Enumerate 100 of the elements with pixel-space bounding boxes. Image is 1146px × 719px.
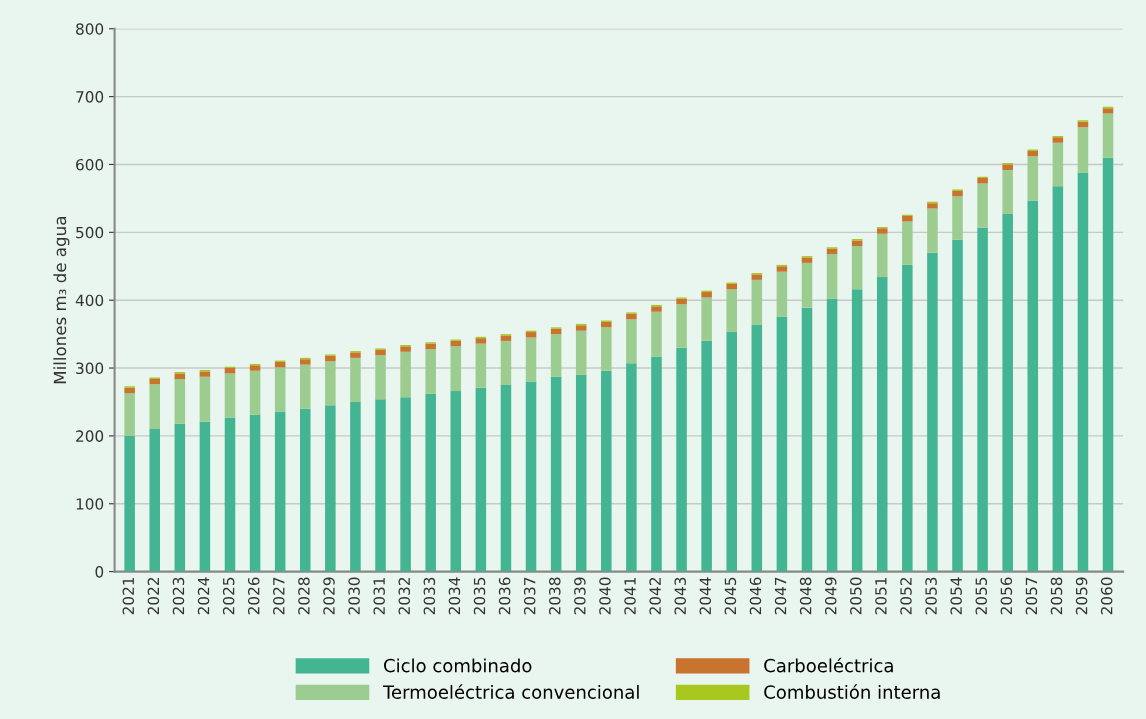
x-tick-label: 2053 <box>925 577 937 615</box>
bar <box>199 376 211 422</box>
x-tick-label: 2060 <box>1100 577 1113 615</box>
x-tick-label: 2051 <box>875 577 887 615</box>
bar <box>1002 169 1013 215</box>
bar <box>1077 127 1089 173</box>
bar <box>199 421 211 572</box>
x-tick-label: 2039 <box>574 577 586 615</box>
bar <box>124 435 135 572</box>
bar <box>1002 164 1013 170</box>
bar <box>1027 200 1039 572</box>
bar <box>676 298 687 305</box>
bar <box>977 227 988 572</box>
bar <box>350 357 361 402</box>
bar <box>927 252 938 572</box>
x-tick-label: 2023 <box>172 577 185 615</box>
bar <box>575 325 587 331</box>
bar <box>977 178 988 184</box>
x-tick-label: 2042 <box>649 578 661 615</box>
x-tick-label: 2032 <box>398 578 411 615</box>
bar <box>776 266 788 272</box>
y-tick-label: 600 <box>76 158 104 171</box>
bar <box>601 321 612 328</box>
bar <box>977 183 988 228</box>
bar <box>500 340 512 385</box>
bar <box>525 381 537 572</box>
bar <box>375 355 386 400</box>
x-tick-label: 2055 <box>975 577 988 615</box>
bar <box>626 319 637 364</box>
bar <box>400 397 411 572</box>
bar <box>851 240 863 246</box>
bar <box>801 262 813 308</box>
bar <box>174 423 186 572</box>
bar <box>601 327 612 371</box>
bar <box>350 352 361 358</box>
bar <box>1002 214 1013 572</box>
bar <box>249 365 261 371</box>
bar <box>325 405 336 572</box>
x-tick-label: 2057 <box>1025 577 1038 615</box>
bar <box>876 233 888 278</box>
y-axis-title: Millones m₃ de agua <box>53 217 70 384</box>
x-tick-label: 2050 <box>850 577 862 615</box>
bar <box>500 335 512 341</box>
bar <box>274 367 286 412</box>
bar <box>325 355 336 362</box>
x-tick-label: 2030 <box>348 577 360 615</box>
y-tick-label: 400 <box>75 294 104 307</box>
x-tick-label: 2021 <box>122 577 135 615</box>
bar <box>801 257 813 263</box>
bar <box>851 289 863 572</box>
bar <box>274 411 286 572</box>
x-tick-label: 2025 <box>222 577 235 615</box>
bar <box>299 359 311 365</box>
bar <box>350 401 361 572</box>
x-tick-label: 2049 <box>824 577 837 615</box>
x-tick-label: 2034 <box>448 577 461 615</box>
y-tick-label: 0 <box>95 566 104 578</box>
x-tick-label: 2047 <box>774 577 787 615</box>
bar <box>927 208 938 253</box>
bar <box>1052 142 1064 187</box>
bar <box>751 324 763 572</box>
y-tick-label: 500 <box>76 226 104 239</box>
x-tick-label: 2056 <box>1000 577 1013 615</box>
bar <box>751 274 763 280</box>
y-tick-label: 200 <box>76 430 104 442</box>
x-tick-label: 2040 <box>599 577 611 615</box>
bar <box>726 332 737 572</box>
x-tick-label: 2035 <box>473 577 486 615</box>
bar <box>299 408 311 572</box>
x-tick-label: 2048 <box>799 577 812 615</box>
bar <box>626 363 637 572</box>
x-tick-label: 2029 <box>323 577 335 615</box>
bar <box>701 340 712 572</box>
bar <box>927 203 938 209</box>
bar <box>776 316 788 572</box>
bar <box>626 313 637 320</box>
y-tick-label: 100 <box>76 498 104 510</box>
legend-label: Combustión interna <box>764 684 940 699</box>
bar <box>550 334 562 377</box>
x-tick-label: 2044 <box>699 577 712 615</box>
bar <box>400 351 411 398</box>
bar <box>500 385 512 572</box>
bar <box>952 190 963 197</box>
bar <box>450 391 462 572</box>
bar <box>575 374 587 572</box>
bar <box>701 292 712 298</box>
bar <box>726 283 737 290</box>
x-tick-label: 2046 <box>749 577 762 615</box>
y-tick-label: 700 <box>76 91 104 103</box>
bar <box>224 417 236 572</box>
bar <box>425 393 436 572</box>
bar <box>876 277 888 572</box>
bar <box>325 361 336 406</box>
bar <box>475 343 487 388</box>
bar <box>726 289 737 333</box>
bar <box>375 399 386 572</box>
x-tick-label: 2031 <box>373 577 385 615</box>
bar <box>400 346 411 352</box>
bar <box>174 378 186 424</box>
bar <box>826 298 838 572</box>
